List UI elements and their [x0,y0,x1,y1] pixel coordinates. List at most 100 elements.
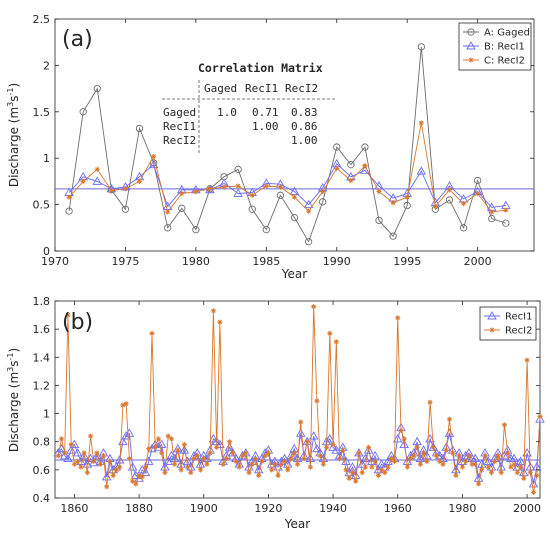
correlation-matrix-cell: 1.00 [252,120,279,133]
data-point [223,456,229,462]
data-point [430,444,436,450]
data-point [235,183,241,189]
data-point [450,450,456,456]
data-point [285,467,291,473]
data-point [378,467,385,473]
data-point [139,474,145,480]
data-point [495,453,501,459]
data-point [527,470,533,476]
data-point [265,450,271,456]
legend-label: RecI1 [505,312,532,323]
data-point [295,428,306,437]
data-point [411,453,417,459]
data-point [224,442,235,451]
data-point [320,189,326,195]
data-point [372,458,378,465]
data-point [201,456,207,462]
data-point [305,208,312,214]
data-point [416,166,427,175]
data-point [534,472,540,479]
data-point [81,450,87,456]
data-point [356,450,362,456]
y-tick-label: 1.2 [33,379,51,392]
data-point [191,456,197,462]
data-point [433,453,440,459]
panel-b-series [53,304,545,495]
data-point [389,232,397,240]
data-point [327,330,333,336]
data-point [470,453,481,463]
data-point [347,462,358,471]
data-point [227,439,233,445]
data-point [230,450,236,456]
data-point [124,428,135,437]
data-point [459,224,468,232]
data-point [347,161,355,169]
data-point [502,219,510,227]
data-point [311,304,317,310]
data-point [204,461,210,467]
data-point [421,450,427,456]
data-point [508,464,514,470]
correlation-matrix-cell: 0.83 [291,106,318,119]
data-point [307,464,314,470]
data-point [101,471,112,481]
data-point [291,450,297,456]
data-point [515,456,526,465]
data-point [123,401,129,407]
panel-a-xlabel: Year [281,267,307,281]
x-tick-label: 1920 [254,502,282,515]
data-point [269,467,275,473]
y-tick-label: 0.5 [33,199,51,212]
data-point [392,433,403,443]
data-point [427,399,433,405]
legend-label: A: Gaged [484,28,530,39]
data-point [460,450,471,460]
data-point [524,357,530,363]
data-point [104,484,110,490]
data-point [391,458,398,465]
panel-a-axes: 1970 1975 1980 1985 1990 1995 2000 0 0.5 1 1.5 2 2.5 [33,13,534,268]
data-point [417,43,425,51]
data-point [249,192,255,198]
data-point [314,398,320,404]
data-point [511,461,517,467]
data-point [428,442,439,451]
data-point [361,143,369,151]
y-tick-label: 2.5 [33,13,51,26]
x-tick-label: 1990 [323,255,351,268]
data-point [233,458,239,465]
data-point [317,453,323,459]
data-point [94,450,100,456]
data-point [207,450,213,456]
data-point [288,456,294,462]
data-point [155,436,162,442]
data-point [414,444,420,450]
data-point [186,462,196,471]
data-point [91,458,97,465]
data-point [357,459,367,468]
legend-label: RecI2 [505,326,532,337]
data-point [193,189,199,195]
data-point [97,461,103,467]
data-point [117,464,123,470]
data-point [362,464,368,470]
x-tick-label: 2000 [513,502,541,515]
data-point [108,464,118,474]
data-point [159,450,165,456]
data-point [469,461,475,467]
x-tick-label: 1860 [60,502,88,515]
series-line [68,122,506,214]
y-tick-label: 1.6 [33,323,51,336]
panel-b-plot-area [54,300,541,499]
data-point [152,444,158,450]
data-point [80,178,86,184]
data-point [488,470,495,476]
data-point [333,339,339,345]
data-point [259,458,265,465]
data-point [418,120,424,126]
data-point [113,467,120,473]
data-point [521,475,527,481]
y-tick-label: 0.8 [33,436,51,449]
data-point [194,453,200,459]
